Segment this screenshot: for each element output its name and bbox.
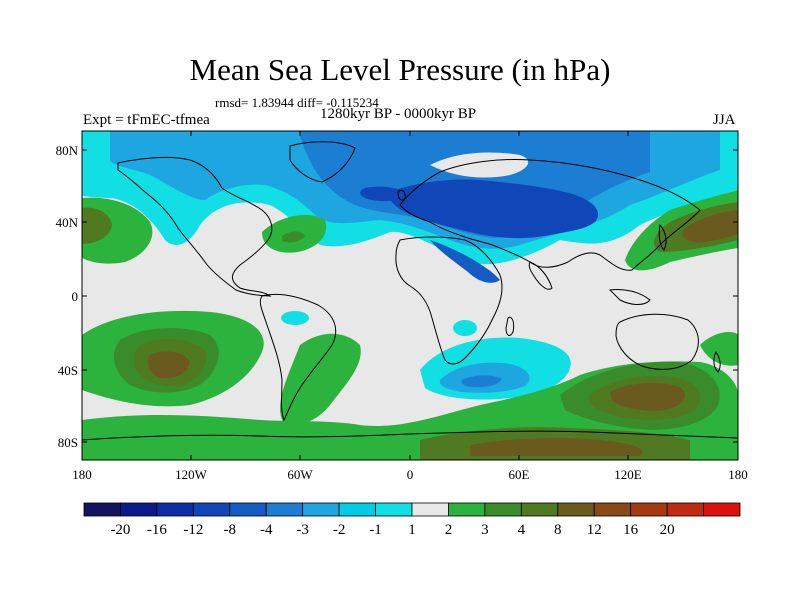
- cyan-patch-sa: [281, 311, 309, 325]
- lon-label: 120W: [175, 467, 208, 482]
- colorbar-label: 8: [554, 522, 562, 538]
- colorbar-label: -4: [260, 522, 273, 538]
- colorbar-label: -1: [369, 522, 382, 538]
- lon-label: 0: [407, 467, 414, 482]
- colorbar: -20 -16 -12 -8 -4 -3 -2 -1 1 2 3 4 8 12 16 20: [83, 502, 741, 538]
- colorbar-swatch: [120, 502, 158, 517]
- colorbar-swatch: [302, 502, 340, 517]
- coast-south-america: [259, 293, 337, 422]
- colorbar-swatch: [448, 502, 486, 517]
- stats-text: rmsd= 1.83944 diff= -0.115234: [215, 95, 379, 110]
- colorbar-swatch: [557, 502, 595, 517]
- coast-antarctica: [82, 430, 738, 441]
- colorbar-label: 1: [408, 522, 416, 538]
- coast-uk: [397, 189, 406, 201]
- north-anomaly-bluelow: [430, 240, 500, 283]
- colorbar-swatch: [484, 502, 522, 517]
- positive-antarctic-shelf-dark: [470, 437, 643, 456]
- coast-se-asia: [608, 289, 651, 305]
- colorbar-swatch: [593, 502, 632, 517]
- colorbar-swatch: [630, 502, 668, 517]
- colorbar-label: 20: [660, 522, 675, 538]
- colorbar-swatch: [192, 502, 231, 517]
- colorbar-label: -2: [333, 522, 346, 538]
- colorbar-label: 3: [481, 522, 489, 538]
- colorbar-swatch: [156, 502, 194, 517]
- period-text: 1280kyr BP - 0000kyr BP: [320, 106, 477, 122]
- coast-madagascar: [505, 316, 515, 336]
- colorbar-swatch: [265, 502, 304, 517]
- coast-africa: [395, 236, 503, 365]
- lon-label: 60W: [287, 467, 313, 482]
- colorbar-swatch: [83, 502, 121, 517]
- colorbar-swatch: [375, 502, 413, 517]
- coast-japan: [658, 223, 667, 251]
- colorbar-swatch: [520, 502, 559, 517]
- positive-southern-australia-brown: [610, 382, 685, 411]
- map-title: Mean Sea Level Pressure (in hPa): [189, 52, 611, 87]
- coast-north-america: [117, 156, 273, 297]
- lon-label: 60E: [509, 467, 530, 482]
- colorbar-swatch: [338, 502, 376, 517]
- colorbar-swatch: [411, 502, 449, 517]
- colorbar-label: 4: [518, 522, 526, 538]
- lat-label: 0: [72, 289, 79, 304]
- arctic-neutral-patch: [430, 152, 529, 178]
- lon-label: 120E: [614, 467, 642, 482]
- lat-label: 80N: [56, 143, 79, 158]
- lat-label: 40S: [58, 363, 78, 378]
- season-label: JJA: [713, 112, 736, 128]
- lon-label: 180: [72, 467, 92, 482]
- colorbar-label: -16: [147, 522, 167, 538]
- positive-north-atlantic-dark: [282, 231, 305, 243]
- colorbar-label: -20: [110, 522, 130, 538]
- coast-new-zealand: [713, 351, 721, 373]
- coast-eurasia: [399, 159, 701, 271]
- south-indian-blue: [461, 375, 502, 388]
- coastlines: [82, 141, 738, 441]
- north-anomaly-bluepatch: [360, 186, 405, 202]
- experiment-label: Expt = tFmEC-tfmea: [83, 112, 210, 128]
- north-anomaly-darkblue: [389, 179, 599, 239]
- longitude-axis: 180 120W 60W 0 60E 120E 180: [72, 131, 748, 482]
- coast-india: [528, 261, 553, 290]
- positive-north-pacific-west-dark: [82, 207, 112, 244]
- coast-australia: [615, 313, 699, 370]
- positive-west-pacific-dark: [682, 210, 738, 243]
- coast-greenland: [289, 141, 356, 183]
- colorbar-swatch: [666, 502, 704, 517]
- colorbar-label: 12: [587, 522, 602, 538]
- lat-label: 40N: [56, 215, 79, 230]
- colorbar-label: -12: [183, 522, 203, 538]
- positive-east-pacific-south-brown: [148, 351, 190, 379]
- lon-label: 180: [728, 467, 748, 482]
- cyan-patch-africa: [453, 320, 477, 336]
- lat-label: 80S: [58, 435, 78, 450]
- positive-south-atlantic: [280, 333, 361, 426]
- colorbar-swatch: [703, 502, 741, 517]
- colorbar-label: -3: [296, 522, 309, 538]
- latitude-axis: 80N 40N 0 40S 80S: [56, 143, 738, 450]
- colorbar-label: 2: [445, 522, 453, 538]
- positive-south-west-pacific: [700, 332, 738, 366]
- colorbar-label: 16: [623, 522, 639, 538]
- colorbar-swatch: [229, 502, 267, 517]
- colorbar-label: -8: [224, 522, 237, 538]
